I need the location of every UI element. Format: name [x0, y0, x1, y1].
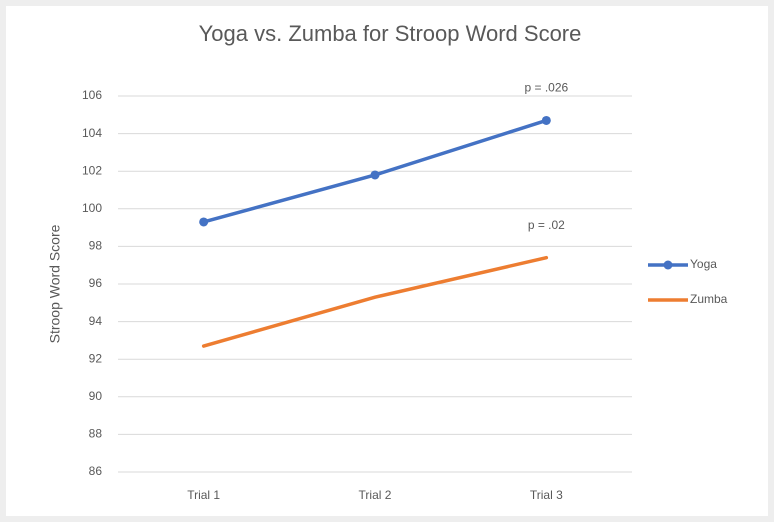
x-tick-label: Trial 1	[187, 488, 220, 502]
y-tick-label: 86	[89, 464, 103, 478]
point-marker	[199, 217, 209, 227]
y-tick-label: 106	[82, 88, 102, 102]
x-tick-label: Trial 3	[530, 488, 563, 502]
annotation: p = .02	[528, 218, 565, 232]
y-tick-label: 90	[89, 389, 103, 403]
chart-background	[6, 6, 768, 516]
y-tick-label: 100	[82, 201, 102, 215]
y-tick-label: 104	[82, 126, 102, 140]
chart-title: Yoga vs. Zumba for Stroop Word Score	[199, 21, 582, 46]
y-tick-label: 94	[89, 314, 103, 328]
y-tick-label: 92	[89, 351, 103, 365]
y-tick-label: 102	[82, 163, 102, 177]
y-tick-label: 98	[89, 239, 103, 253]
y-tick-label: 88	[89, 427, 103, 441]
x-tick-label: Trial 2	[359, 488, 392, 502]
point-marker	[370, 170, 380, 180]
legend-label: Yoga	[690, 257, 717, 271]
y-axis-label: Stroop Word Score	[47, 224, 63, 343]
legend-marker	[663, 260, 673, 270]
annotation: p = .026	[524, 81, 568, 95]
series-line	[201, 255, 549, 348]
y-tick-label: 96	[89, 276, 103, 290]
legend-label: Zumba	[690, 292, 728, 306]
point-marker	[541, 115, 551, 125]
